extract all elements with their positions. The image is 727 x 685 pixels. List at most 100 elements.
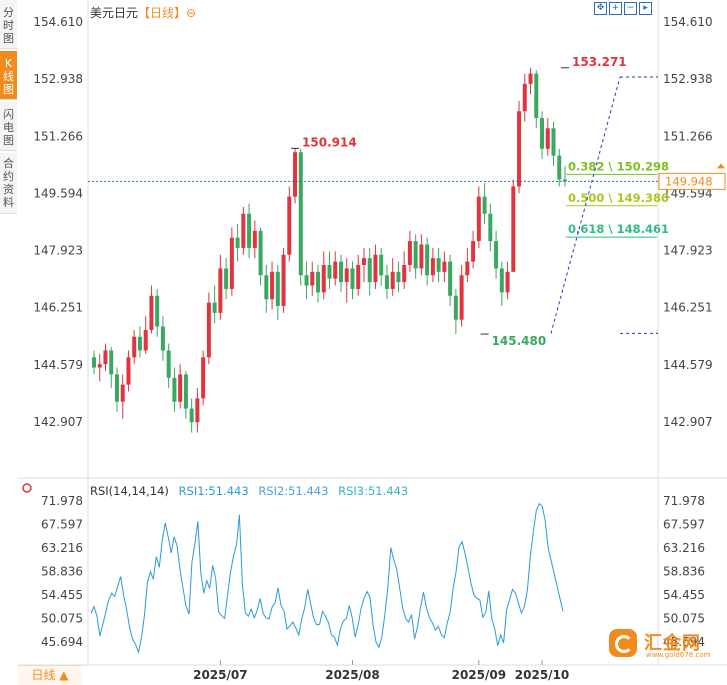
candle-body bbox=[453, 295, 458, 320]
candle-body bbox=[229, 237, 234, 289]
candle-body bbox=[350, 268, 355, 289]
zoom-in-icon[interactable]: + bbox=[609, 2, 622, 15]
rsi-axis-label-right: 58.836 bbox=[663, 565, 705, 579]
channel-diagonal bbox=[550, 76, 621, 334]
candle-body bbox=[545, 128, 550, 149]
candle-body bbox=[281, 254, 286, 307]
price-marker-icon bbox=[717, 163, 725, 169]
candle-body bbox=[338, 261, 343, 283]
candle-body bbox=[419, 244, 424, 269]
candle-body bbox=[367, 258, 372, 283]
logo-url: www.gold678.com bbox=[646, 651, 711, 659]
price-axis-label-right: 144.579 bbox=[663, 358, 713, 372]
candle-body bbox=[384, 275, 389, 289]
fib-label: 0.382 \ 150.298 bbox=[568, 159, 669, 173]
candle-body bbox=[557, 155, 562, 180]
tab-flash-chart[interactable]: 闪电图 bbox=[0, 102, 17, 151]
price-axis-label-right: 152.938 bbox=[663, 72, 713, 86]
candle-body bbox=[275, 271, 280, 307]
candle-body bbox=[252, 230, 257, 248]
candle-body bbox=[224, 268, 229, 289]
price-axis-label-right: 151.266 bbox=[663, 129, 713, 143]
logo-icon bbox=[609, 629, 637, 657]
price-axis-label-left: 146.251 bbox=[33, 301, 83, 315]
price-axis-label-right: 154.610 bbox=[663, 15, 713, 29]
candle-body bbox=[172, 377, 177, 402]
candle-body bbox=[120, 384, 125, 402]
rsi-axis-label-right: 54.455 bbox=[663, 588, 705, 602]
candle-body bbox=[97, 364, 102, 368]
extreme-label: 153.271 bbox=[572, 55, 627, 69]
symbol-label: 美元日元 bbox=[90, 6, 139, 20]
rsi-axis-label-left: 50.075 bbox=[41, 611, 83, 625]
current-price-label: 149.948 bbox=[665, 174, 713, 188]
candle-body bbox=[373, 254, 378, 283]
candle-body bbox=[189, 408, 194, 423]
candle-body bbox=[425, 244, 430, 276]
rsi-axis-label-right: 45.694 bbox=[663, 635, 705, 649]
rsi-legend: RSI(14,14,14) RSI1:51.443 RSI2:51.443 RS… bbox=[90, 484, 414, 498]
candle-body bbox=[143, 329, 148, 351]
zoom-out-icon[interactable]: − bbox=[624, 2, 637, 15]
rsi-axis-label-right: 63.216 bbox=[663, 541, 705, 555]
candle-body bbox=[436, 258, 441, 272]
candle-body bbox=[476, 196, 481, 242]
price-axis-label-right: 146.251 bbox=[663, 301, 713, 315]
candle-body bbox=[235, 237, 240, 248]
candle-body bbox=[298, 152, 303, 276]
tab-kline[interactable]: K线图 bbox=[0, 51, 17, 100]
candle-body bbox=[430, 258, 435, 276]
settings-icon[interactable]: ⊖ bbox=[186, 6, 197, 20]
skip-end-icon[interactable]: ▸ bbox=[639, 2, 652, 15]
candle-body bbox=[166, 350, 171, 378]
chart-title: 美元日元【日线】⊖ bbox=[90, 4, 196, 21]
period-selector[interactable]: 日线 ▲ bbox=[18, 665, 82, 685]
rsi-axis-label-left: 58.836 bbox=[41, 565, 83, 579]
candle-body bbox=[160, 326, 165, 351]
tab-contract-info[interactable]: 合约资料 bbox=[0, 153, 17, 214]
tab-time-share[interactable]: 分时图 bbox=[0, 0, 17, 49]
candle-body bbox=[218, 268, 223, 313]
candle-body bbox=[92, 357, 96, 368]
candle-body bbox=[563, 179, 567, 182]
candle-body bbox=[482, 196, 487, 214]
price-axis-label-left: 144.579 bbox=[33, 358, 83, 372]
candle-body bbox=[344, 268, 349, 283]
timeframe-label[interactable]: 【日线】 bbox=[138, 6, 187, 20]
candle-body bbox=[534, 73, 539, 119]
fullscreen-icon[interactable]: ✥ bbox=[594, 2, 607, 15]
rsi2-label: RSI2:51.443 bbox=[258, 484, 329, 498]
candle-body bbox=[448, 261, 453, 296]
candle-body bbox=[333, 261, 338, 279]
candle-body bbox=[149, 295, 154, 330]
extreme-label: 145.480 bbox=[492, 334, 547, 348]
price-axis-label-right: 147.923 bbox=[663, 244, 713, 258]
candle-body bbox=[494, 241, 499, 269]
candle-body bbox=[356, 265, 361, 289]
price-axis-label-left: 152.938 bbox=[33, 72, 83, 86]
rsi-axis-label-left: 67.597 bbox=[41, 518, 83, 532]
candle-body bbox=[195, 398, 200, 423]
candle-body bbox=[103, 350, 108, 365]
candle-body bbox=[402, 265, 407, 283]
rsi-axis-label-left: 63.216 bbox=[41, 541, 83, 555]
rsi1-label: RSI1:51.443 bbox=[178, 484, 249, 498]
candle-body bbox=[407, 241, 412, 266]
candle-body bbox=[442, 261, 447, 272]
candle-body bbox=[287, 196, 292, 255]
candle-body bbox=[511, 186, 516, 272]
extreme-label: 150.914 bbox=[302, 135, 357, 149]
rsi3-label: RSI3:51.443 bbox=[338, 484, 409, 498]
candle-body bbox=[293, 152, 298, 197]
candle-body bbox=[505, 271, 510, 293]
candle-body bbox=[178, 374, 183, 402]
chart-mode-tabs: 分时图 K线图 闪电图 合约资料 bbox=[0, 0, 18, 220]
candle-body bbox=[413, 241, 418, 269]
logo-brand: 汇金网 bbox=[644, 633, 701, 654]
candle-body bbox=[471, 241, 476, 262]
candle-body bbox=[304, 275, 309, 286]
rsi-settings-icon bbox=[22, 483, 32, 493]
rsi-axis-label-right: 50.075 bbox=[663, 611, 705, 625]
candle-body bbox=[379, 254, 384, 276]
